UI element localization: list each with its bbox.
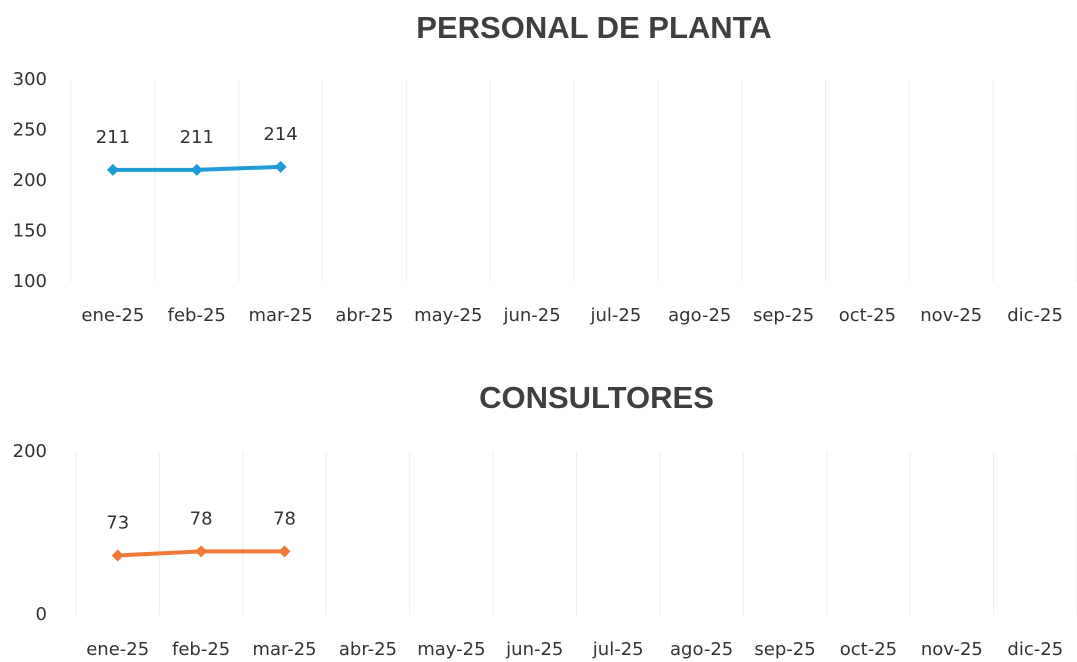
marker bbox=[274, 160, 287, 173]
x-tick-label: dic-25 bbox=[1007, 305, 1063, 326]
x-tick-label: nov-25 bbox=[920, 305, 982, 326]
x-tick-label: may-25 bbox=[414, 305, 482, 326]
x-tick-label: oct-25 bbox=[840, 639, 897, 660]
marker bbox=[111, 549, 124, 562]
chart-title: PERSONAL DE PLANTA bbox=[416, 10, 771, 45]
y-tick-label: 100 bbox=[13, 271, 47, 292]
y-tick-label: 150 bbox=[13, 221, 47, 242]
x-tick-label: jul-25 bbox=[590, 305, 642, 326]
x-tick-label: sep-25 bbox=[754, 639, 815, 660]
marker bbox=[278, 545, 291, 558]
y-tick-label: 250 bbox=[13, 120, 47, 141]
y-tick-label: 300 bbox=[13, 69, 47, 90]
x-tick-label: jun-25 bbox=[505, 639, 563, 660]
x-tick-label: may-25 bbox=[417, 639, 485, 660]
x-tick-label: ago-25 bbox=[668, 305, 731, 326]
data-label: 78 bbox=[190, 508, 213, 529]
marker bbox=[195, 545, 208, 558]
x-tick-label: ago-25 bbox=[670, 639, 733, 660]
data-label: 211 bbox=[180, 127, 214, 148]
x-tick-label: mar-25 bbox=[248, 305, 312, 326]
data-label: 214 bbox=[263, 124, 297, 145]
marker bbox=[190, 163, 203, 176]
data-label: 78 bbox=[273, 508, 296, 529]
y-tick-label: 200 bbox=[13, 170, 47, 191]
marker bbox=[106, 163, 119, 176]
x-tick-label: feb-25 bbox=[172, 639, 230, 660]
x-tick-label: feb-25 bbox=[168, 305, 226, 326]
y-tick-label: 200 bbox=[13, 441, 47, 462]
x-tick-label: nov-25 bbox=[921, 639, 983, 660]
x-tick-label: abr-25 bbox=[335, 305, 393, 326]
x-tick-label: sep-25 bbox=[753, 305, 814, 326]
x-tick-label: ene-25 bbox=[86, 639, 149, 660]
x-tick-label: mar-25 bbox=[252, 639, 316, 660]
y-tick-label: 0 bbox=[36, 604, 47, 625]
data-label: 211 bbox=[96, 127, 130, 148]
chart-title: CONSULTORES bbox=[479, 380, 714, 415]
data-label: 73 bbox=[106, 513, 129, 534]
x-tick-label: jun-25 bbox=[502, 305, 560, 326]
x-tick-label: oct-25 bbox=[839, 305, 896, 326]
x-tick-label: ene-25 bbox=[81, 305, 144, 326]
x-tick-label: abr-25 bbox=[339, 639, 397, 660]
x-tick-label: dic-25 bbox=[1007, 639, 1063, 660]
x-tick-label: jul-25 bbox=[592, 639, 644, 660]
